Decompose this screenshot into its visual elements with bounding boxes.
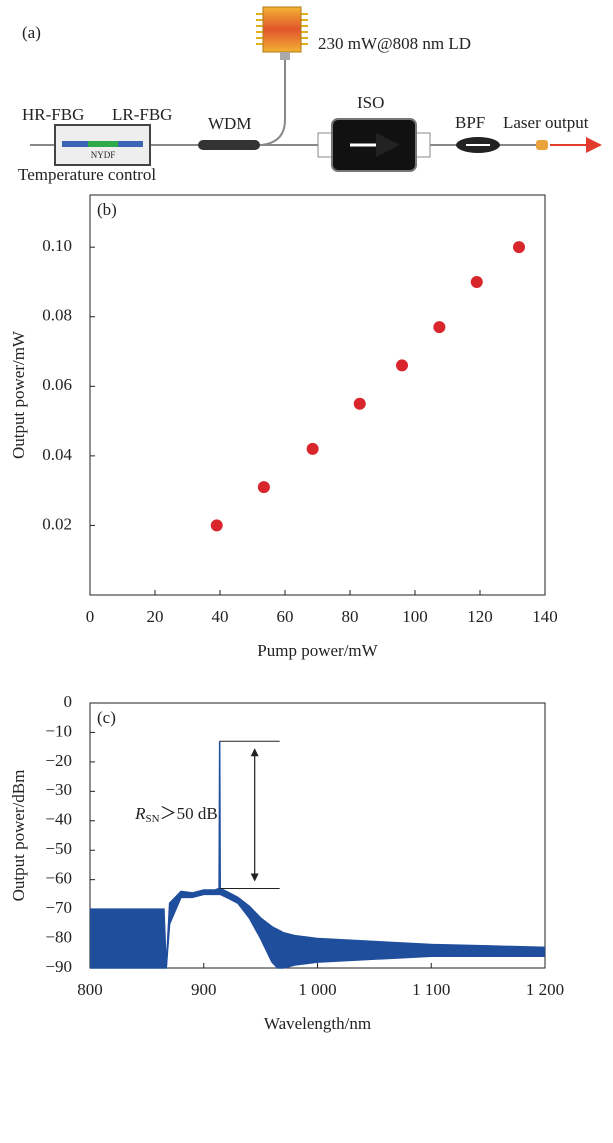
x-tick-label: 100	[402, 607, 428, 626]
y-tick-label: −20	[45, 751, 72, 770]
pump-fiber	[261, 60, 286, 146]
x-tick-label: 20	[147, 607, 164, 626]
x-tick-label: 1 100	[412, 980, 450, 999]
laser-diode	[262, 6, 302, 53]
x-tick-label: 1 000	[298, 980, 336, 999]
point	[306, 442, 319, 455]
x-tick-label: 140	[532, 607, 558, 626]
wdm	[198, 140, 260, 150]
y-tick-label: 0.02	[42, 514, 72, 533]
ld-label: 230 mW@808 nm LD	[318, 34, 471, 53]
y-axis-title: Output power/dBm	[9, 770, 28, 902]
point	[433, 321, 446, 334]
iso-label: ISO	[357, 93, 384, 112]
point	[353, 397, 366, 410]
point	[257, 481, 270, 494]
point	[470, 275, 483, 288]
ld-pigtail	[280, 52, 290, 60]
x-tick-label: 800	[77, 980, 103, 999]
noise-band	[90, 741, 545, 968]
y-axis-title: Output power/mW	[9, 330, 28, 459]
point	[210, 519, 223, 532]
x-tick-label: 900	[191, 980, 217, 999]
hr-fbg-label: HR-FBG	[22, 105, 84, 124]
panel-label: (b)	[97, 200, 117, 219]
x-tick-label: 80	[342, 607, 359, 626]
output-connector	[536, 140, 548, 150]
y-tick-label: −90	[45, 957, 72, 976]
point	[396, 359, 408, 372]
output-label: Laser output	[503, 113, 589, 132]
y-tick-label: 0.04	[42, 445, 72, 464]
point	[513, 241, 525, 254]
y-tick-label: −80	[45, 927, 72, 946]
x-axis-title: Pump power/mW	[257, 641, 378, 660]
y-tick-label: −30	[45, 780, 72, 799]
temperature-label: Temperature control	[18, 165, 156, 184]
fiber-label: NYDF	[91, 150, 116, 160]
x-tick-label: 120	[467, 607, 493, 626]
wdm-label: WDM	[208, 114, 251, 133]
annotation: RSN＞50 dB	[134, 804, 218, 825]
y-tick-label: 0.08	[42, 306, 72, 325]
panel-label: (c)	[97, 708, 116, 727]
panel-label: (a)	[22, 23, 41, 42]
y-tick-label: 0.06	[42, 375, 72, 394]
annotation-symbol: R	[134, 804, 146, 823]
x-tick-label: 1 200	[526, 980, 564, 999]
plot-frame	[89, 194, 546, 596]
x-axis-title: Wavelength/nm	[264, 1014, 371, 1033]
x-tick-label: 0	[86, 607, 95, 626]
lr-fbg-label: LR-FBG	[112, 105, 172, 124]
y-tick-label: −10	[45, 721, 72, 740]
x-tick-label: 40	[212, 607, 229, 626]
bpf-label: BPF	[455, 113, 485, 132]
spectrum-line	[90, 888, 545, 969]
y-tick-label: 0	[64, 692, 73, 711]
y-tick-label: −60	[45, 869, 72, 888]
y-tick-label: −70	[45, 898, 72, 917]
annotation-subscript: SN	[146, 812, 160, 824]
nydf	[88, 141, 118, 147]
annotation-text: ＞50 dB	[160, 804, 218, 823]
y-tick-label: −40	[45, 810, 72, 829]
y-tick-label: 0.10	[42, 236, 72, 255]
x-tick-label: 60	[277, 607, 294, 626]
y-tick-label: −50	[45, 839, 72, 858]
setup-diagram: (a) 230 mW@808 nm LD NYDF HR-FBG LR-FBG …	[18, 6, 602, 184]
